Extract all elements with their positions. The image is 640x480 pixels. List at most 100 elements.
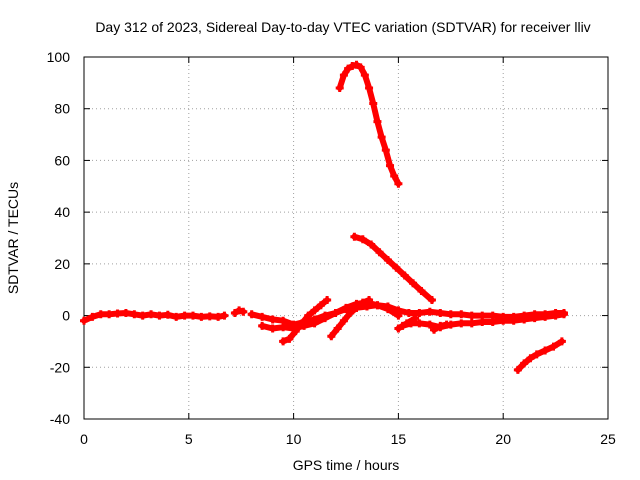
data-point <box>526 354 535 363</box>
data-point <box>520 315 529 324</box>
y-tick-label: 100 <box>47 49 71 65</box>
data-point <box>220 311 229 320</box>
data-point <box>323 296 332 305</box>
data-point <box>339 316 348 325</box>
data-point <box>335 84 344 93</box>
data-point <box>415 308 424 317</box>
plot-frame <box>83 56 609 420</box>
y-tick-label: 40 <box>54 204 70 220</box>
data-point <box>381 146 390 155</box>
data-point <box>409 279 418 288</box>
data-point <box>358 235 367 244</box>
data-point <box>188 311 197 320</box>
data-point <box>155 311 164 320</box>
chart-title: Day 312 of 2023, Sidereal Day-to-day VTE… <box>95 19 590 35</box>
data-point <box>425 320 434 329</box>
data-point <box>392 263 401 272</box>
x-tick-label: 0 <box>80 431 88 447</box>
data-point <box>285 334 294 343</box>
y-tick-label: -40 <box>50 411 70 427</box>
y-tick-label: 0 <box>62 308 70 324</box>
data-point <box>457 310 466 319</box>
data-point <box>417 287 426 296</box>
data-point <box>400 271 409 280</box>
data-point <box>88 312 97 321</box>
data-point <box>239 307 248 316</box>
data-point <box>344 64 353 73</box>
data-point <box>352 303 361 312</box>
data-point <box>467 311 476 320</box>
data-point <box>549 342 558 351</box>
data-point <box>427 296 436 305</box>
data-point <box>375 248 384 257</box>
data-point <box>446 310 455 319</box>
data-point <box>383 255 392 264</box>
y-axis-label: SDTVAR / TECUs <box>5 182 21 294</box>
data-point <box>352 60 361 69</box>
data-point <box>113 309 122 318</box>
data-point <box>105 310 114 319</box>
data-point <box>258 312 267 321</box>
data-point <box>365 296 374 305</box>
data-point <box>304 311 313 320</box>
data-point <box>356 63 365 72</box>
data-point <box>197 312 206 321</box>
data-point <box>297 319 306 328</box>
data-point <box>279 337 288 346</box>
data-point <box>520 359 529 368</box>
data-point <box>478 318 487 327</box>
data-point <box>172 312 181 321</box>
x-tick-label: 10 <box>286 431 302 447</box>
series-trace-10 <box>351 233 435 304</box>
data-point <box>316 301 325 310</box>
data-point <box>532 350 541 359</box>
data-point <box>499 316 508 325</box>
data-point <box>390 171 399 180</box>
data-point <box>121 308 130 317</box>
x-tick-label: 20 <box>495 431 511 447</box>
data-point <box>96 310 105 319</box>
data-point <box>377 133 386 142</box>
data-point <box>383 305 392 314</box>
data-point <box>394 179 403 188</box>
y-tick-label: 20 <box>54 256 70 272</box>
data-point <box>402 319 411 328</box>
data-point <box>360 71 369 80</box>
data-point <box>358 298 367 307</box>
data-point <box>163 310 172 319</box>
y-tick-label: 60 <box>54 152 70 168</box>
data-point <box>411 314 420 323</box>
data-point <box>310 306 319 315</box>
data-point <box>180 311 189 320</box>
data-point <box>346 308 355 317</box>
data-point <box>394 311 403 320</box>
data-series <box>80 60 568 374</box>
data-point <box>559 310 568 319</box>
data-point <box>310 319 319 328</box>
data-point <box>321 314 330 323</box>
data-point <box>350 232 359 241</box>
data-point <box>365 84 374 93</box>
data-point <box>130 310 139 319</box>
data-point <box>147 310 156 319</box>
data-point <box>488 318 497 327</box>
data-point <box>430 325 439 334</box>
data-point <box>373 117 382 126</box>
data-point <box>279 323 288 332</box>
y-tick-label: 80 <box>54 101 70 117</box>
data-point <box>369 99 378 108</box>
data-point <box>509 316 518 325</box>
data-point <box>331 308 340 317</box>
data-point <box>205 312 214 321</box>
data-point <box>373 301 382 310</box>
x-tick-label: 25 <box>600 431 616 447</box>
data-point <box>138 311 147 320</box>
data-point <box>268 324 277 333</box>
data-point <box>436 308 445 317</box>
data-point <box>425 307 434 316</box>
data-point <box>442 320 451 329</box>
data-point <box>467 319 476 328</box>
data-point <box>230 308 239 317</box>
data-point <box>342 303 350 312</box>
